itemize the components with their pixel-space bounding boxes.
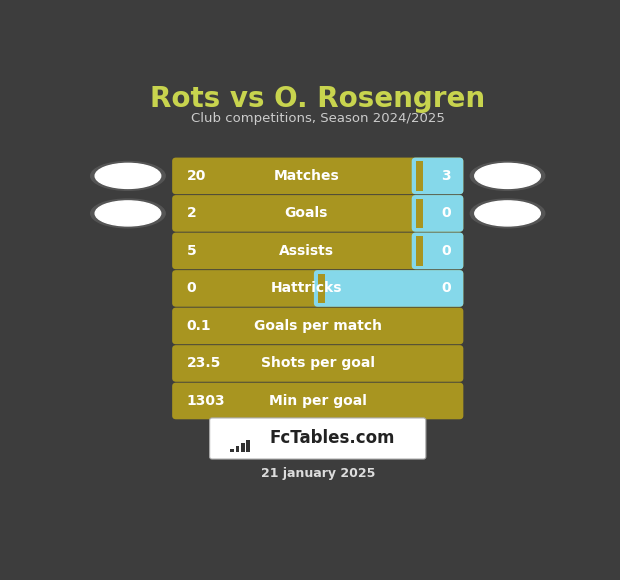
FancyBboxPatch shape: [172, 233, 463, 269]
Bar: [415, 161, 423, 191]
Ellipse shape: [471, 161, 545, 190]
Text: 0: 0: [441, 281, 451, 295]
Text: 1303: 1303: [187, 394, 225, 408]
Text: Goals: Goals: [285, 206, 328, 220]
Text: 20: 20: [187, 169, 206, 183]
FancyBboxPatch shape: [412, 233, 463, 269]
Text: 23.5: 23.5: [187, 357, 221, 371]
FancyBboxPatch shape: [412, 195, 463, 232]
Bar: [236, 446, 239, 452]
FancyBboxPatch shape: [210, 418, 426, 459]
Bar: [241, 443, 245, 452]
Ellipse shape: [95, 201, 161, 226]
Text: Club competitions, Season 2024/2025: Club competitions, Season 2024/2025: [191, 112, 445, 125]
Text: Matches: Matches: [273, 169, 339, 183]
Ellipse shape: [475, 201, 540, 226]
Text: Shots per goal: Shots per goal: [261, 357, 374, 371]
Bar: [230, 449, 234, 452]
Ellipse shape: [91, 161, 165, 190]
Text: 21 january 2025: 21 january 2025: [260, 467, 375, 480]
Bar: [317, 274, 326, 303]
Ellipse shape: [91, 199, 165, 228]
Ellipse shape: [95, 164, 161, 188]
Bar: [415, 236, 423, 266]
FancyBboxPatch shape: [172, 195, 463, 232]
Ellipse shape: [471, 199, 545, 228]
Text: FcTables.com: FcTables.com: [270, 430, 395, 448]
FancyBboxPatch shape: [172, 307, 463, 345]
FancyBboxPatch shape: [172, 158, 463, 194]
Bar: [415, 199, 423, 228]
FancyBboxPatch shape: [172, 383, 463, 419]
FancyBboxPatch shape: [314, 270, 463, 307]
Text: Assists: Assists: [279, 244, 334, 258]
Text: Goals per match: Goals per match: [254, 319, 382, 333]
Text: 5: 5: [187, 244, 197, 258]
Text: 3: 3: [441, 169, 451, 183]
Text: Min per goal: Min per goal: [269, 394, 366, 408]
Text: 0.1: 0.1: [187, 319, 211, 333]
FancyBboxPatch shape: [172, 270, 463, 307]
Text: 2: 2: [187, 206, 197, 220]
Text: 0: 0: [441, 206, 451, 220]
Bar: [246, 440, 250, 452]
Text: 0: 0: [441, 244, 451, 258]
Text: 0: 0: [187, 281, 196, 295]
Text: Rots vs O. Rosengren: Rots vs O. Rosengren: [150, 85, 485, 113]
FancyBboxPatch shape: [172, 345, 463, 382]
Ellipse shape: [475, 164, 540, 188]
Text: Hattricks: Hattricks: [271, 281, 342, 295]
FancyBboxPatch shape: [412, 158, 463, 194]
